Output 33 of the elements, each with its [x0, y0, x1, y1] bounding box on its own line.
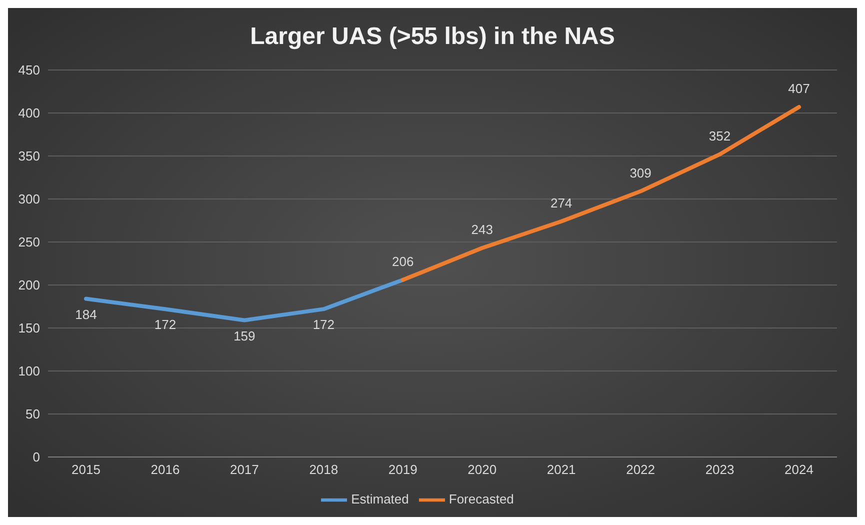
- data-label: 243: [471, 222, 493, 238]
- x-tick-label: 2020: [468, 462, 497, 478]
- x-tick-label: 2023: [705, 462, 734, 478]
- legend-label: Forecasted: [448, 491, 514, 506]
- y-tick-label: 300: [18, 192, 40, 207]
- x-tick-label: 2016: [150, 462, 180, 478]
- data-label: 159: [234, 328, 256, 344]
- y-tick-label: 450: [18, 62, 40, 78]
- y-tick-label: 100: [18, 364, 40, 379]
- y-tick-label: 400: [18, 106, 40, 121]
- x-tick-label: 2024: [784, 462, 814, 478]
- data-label: 172: [154, 317, 176, 332]
- data-label: 172: [312, 317, 335, 332]
- data-label: 407: [788, 80, 810, 96]
- x-tick-label: 2019: [388, 462, 418, 478]
- chart-title: Larger UAS (>55 lbs) in the NAS: [249, 22, 616, 52]
- x-tick-label: 2018: [309, 462, 338, 478]
- x-tick-label: 2022: [626, 462, 656, 478]
- legend-label: Estimated: [351, 491, 409, 506]
- x-tick-label: 2017: [230, 462, 259, 478]
- x-tick-label: 2015: [72, 462, 100, 478]
- data-label: 274: [550, 195, 572, 210]
- y-tick-label: 200: [18, 278, 40, 293]
- y-tick-label: 50: [26, 406, 40, 422]
- data-label: 206: [392, 254, 414, 269]
- y-tick-label: 150: [18, 320, 40, 336]
- data-label: 352: [708, 128, 731, 144]
- y-tick-label: 350: [18, 148, 40, 164]
- data-label: 184: [75, 306, 97, 322]
- x-tick-label: 2021: [546, 462, 576, 478]
- y-tick-label: 250: [18, 234, 40, 250]
- data-label: 309: [630, 165, 652, 180]
- y-tick-label: 0: [32, 450, 40, 465]
